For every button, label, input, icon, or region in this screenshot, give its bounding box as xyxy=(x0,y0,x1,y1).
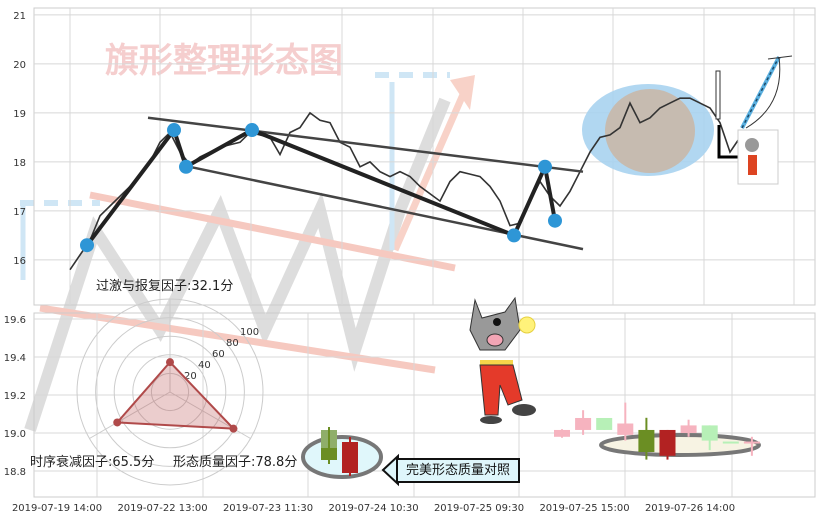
candle-body xyxy=(743,441,760,444)
bottom-plot-frame xyxy=(33,312,816,498)
candle-body xyxy=(722,441,739,444)
pivot-point xyxy=(167,123,181,138)
y-tick-label: 18 xyxy=(13,158,26,169)
radar-axis xyxy=(169,391,251,439)
radar-ring-label: 40 xyxy=(198,360,211,371)
radar-label-quality: 形态质量因子:78.8分 xyxy=(173,455,297,470)
wolf-shoe xyxy=(480,416,502,424)
perfect-pattern-callout: 完美形态质量对照 xyxy=(396,458,520,483)
mini-wolf-body xyxy=(748,155,757,175)
sparkle xyxy=(518,316,536,334)
y-tick-label: 16 xyxy=(13,256,26,267)
chart-title-watermark: 旗形整理形态图 xyxy=(105,41,343,81)
candle-body xyxy=(659,429,676,456)
radar-label-decay: 时序衰减因子:65.5分 xyxy=(30,454,154,470)
x-tick-label: 2019-07-26 14:00 xyxy=(645,503,735,514)
mini-wolf-icon xyxy=(745,138,759,152)
x-tick-label: 2019-07-19 14:00 xyxy=(12,503,102,514)
y-tick-label: 19 xyxy=(13,109,26,120)
decor-pink-arrow xyxy=(391,88,469,252)
y-tick-label: 21 xyxy=(13,11,26,22)
mini-wolf-card xyxy=(737,129,779,185)
wolf-nose xyxy=(493,318,501,326)
pivot-point xyxy=(80,238,94,253)
x-tick-label: 2019-07-25 09:30 xyxy=(434,503,524,514)
pivot-point xyxy=(548,213,562,228)
candle-body xyxy=(575,417,592,430)
pivot-point xyxy=(507,228,521,243)
radar-label-excess: 过激与报复因子:32.1分 xyxy=(96,279,233,294)
y-tick-label: 19.2 xyxy=(4,391,26,402)
x-tick-label: 2019-07-22 13:00 xyxy=(117,503,207,514)
marker-bar xyxy=(715,70,721,120)
radar-polygon xyxy=(115,360,236,430)
y-tick-label: 20 xyxy=(13,60,26,71)
trendline xyxy=(147,116,584,173)
pivot-point xyxy=(245,123,259,138)
candle-body xyxy=(596,417,613,430)
wolf-shoe xyxy=(512,404,536,416)
y-tick-label: 19.6 xyxy=(4,315,26,326)
decor-arrowhead xyxy=(450,75,475,110)
pivot-point xyxy=(538,159,552,174)
y-tick-label: 19.4 xyxy=(4,353,26,364)
target-arc xyxy=(745,56,781,129)
callout-text: 完美形态质量对照 xyxy=(405,463,510,478)
candle-body xyxy=(617,423,634,435)
y-tick-label: 17 xyxy=(13,207,26,218)
target-cap xyxy=(767,55,793,60)
radar-point xyxy=(166,358,174,367)
candle-body xyxy=(638,429,655,452)
x-tick-label: 2019-07-25 15:00 xyxy=(539,503,629,514)
candle-body xyxy=(554,429,570,437)
wolf-mouth xyxy=(486,333,504,347)
radar-point xyxy=(113,418,122,427)
top-plot-frame xyxy=(33,7,816,306)
pivot-point xyxy=(179,159,193,174)
x-tick-label: 2019-07-23 11:30 xyxy=(223,503,313,514)
radar-axis xyxy=(89,391,171,439)
decor-pink-line xyxy=(39,304,436,374)
radar-ring-label: 100 xyxy=(240,327,259,338)
wolf-mascot-icon xyxy=(469,296,536,424)
breakout-bracket xyxy=(717,125,740,159)
y-tick-label: 18.8 xyxy=(4,467,26,478)
candle-body xyxy=(680,425,697,433)
candle-body xyxy=(701,425,718,441)
target-line-dash xyxy=(741,56,780,129)
radar-ring-label: 80 xyxy=(226,338,239,349)
decor-zigzag xyxy=(24,97,451,432)
radar-point xyxy=(229,424,238,433)
wolf-pants xyxy=(479,364,523,416)
decor-pink-line xyxy=(89,191,456,272)
highlight-ellipse-inner xyxy=(605,89,695,173)
y-tick-label: 19.0 xyxy=(4,429,26,440)
radar-ring-label: 20 xyxy=(184,371,197,382)
x-tick-label: 2019-07-24 10:30 xyxy=(328,503,418,514)
radar-ring-label: 60 xyxy=(212,349,225,360)
